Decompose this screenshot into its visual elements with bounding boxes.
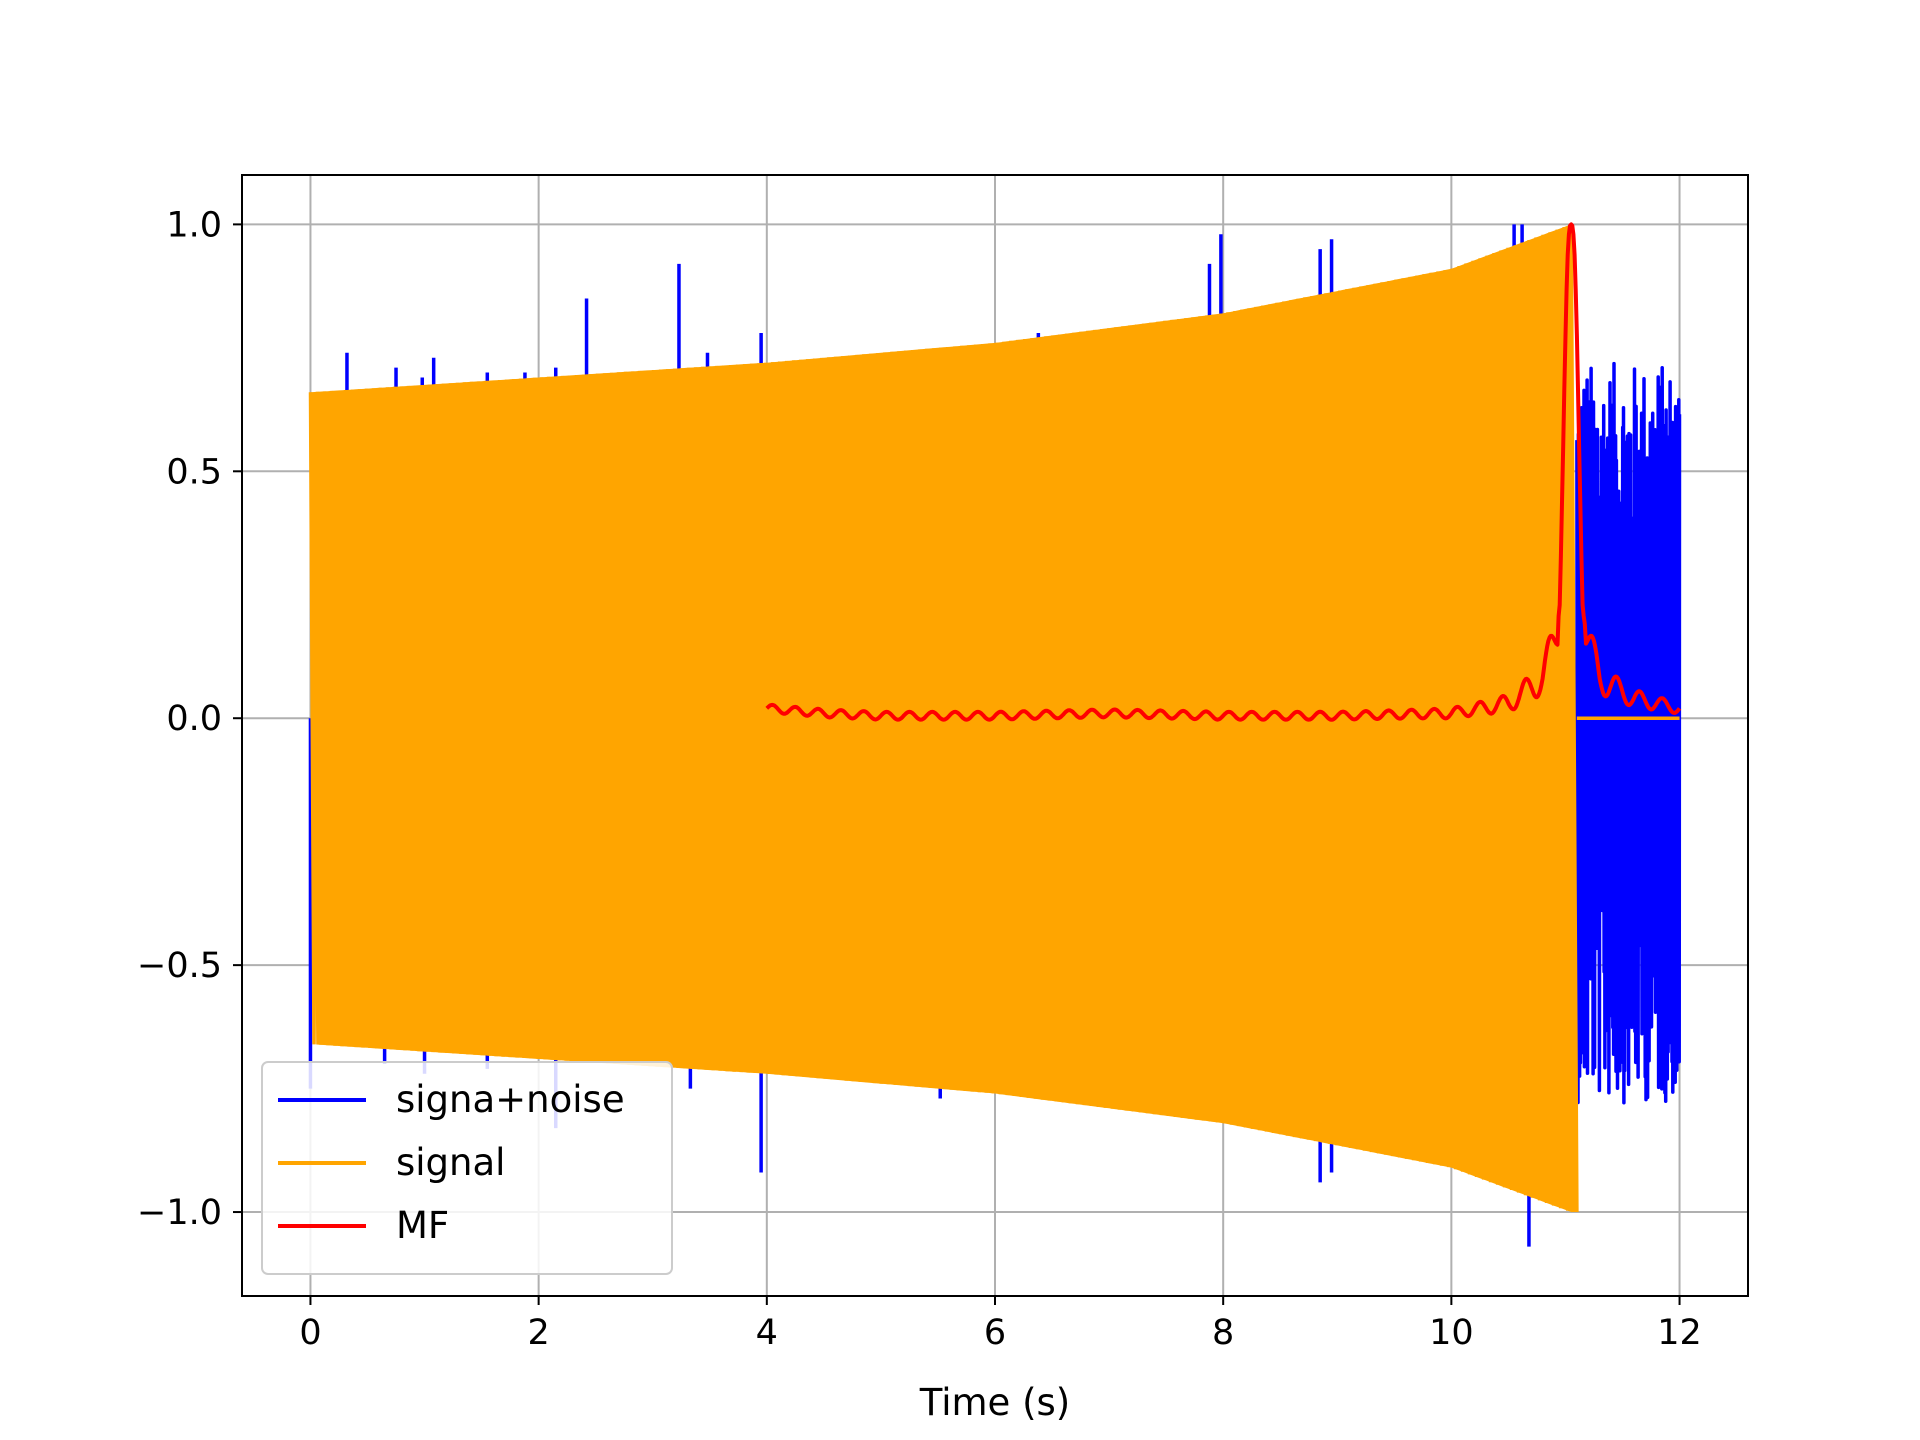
legend-label: signal	[396, 1141, 505, 1184]
y-tick-label: 0.0	[166, 699, 222, 739]
x-axis-label: Time (s)	[919, 1381, 1070, 1424]
x-tick-label: 4	[756, 1313, 778, 1353]
y-tick-label: 0.5	[166, 452, 222, 492]
legend: signa+noise signal MF	[261, 1061, 673, 1275]
x-tick-label: 10	[1429, 1313, 1474, 1353]
x-tick-label: 6	[984, 1313, 1006, 1353]
plot-area	[308, 222, 1682, 1247]
y-tick-label: 1.0	[166, 205, 222, 245]
x-tick-label: 0	[299, 1313, 321, 1353]
y-tick-label: −0.5	[137, 946, 222, 986]
legend-label: MF	[396, 1204, 449, 1247]
x-tick-label: 2	[527, 1313, 549, 1353]
series-mf	[765, 222, 1682, 722]
mf-trace	[765, 222, 1682, 722]
noise-trace	[1575, 361, 1682, 1105]
y-tick-label: −1.0	[137, 1193, 222, 1233]
legend-box	[261, 1061, 673, 1275]
legend-label: signa+noise	[396, 1078, 625, 1121]
axis-ticks: 0 2 4 6 8 10 12 −1.0 −0.5 0.0 0.5 1.0	[137, 205, 1702, 1353]
x-tick-label: 8	[1212, 1313, 1234, 1353]
x-tick-label: 12	[1657, 1313, 1702, 1353]
